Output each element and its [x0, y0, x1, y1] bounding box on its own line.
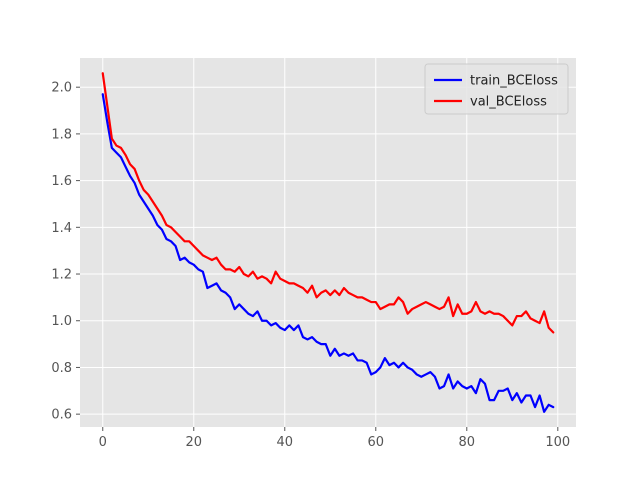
y-tick-label: 0.8	[51, 361, 72, 376]
legend-label: train_BCEloss	[470, 74, 558, 89]
series-lines	[101, 72, 555, 413]
plot-area	[80, 58, 576, 427]
x-axis-ticks: 0 20 40 60 80 100	[99, 427, 570, 450]
x-tick-label: 20	[185, 435, 202, 450]
legend: train_BCEloss val_BCEloss	[424, 63, 569, 115]
y-tick-label: 1.6	[51, 174, 72, 189]
y-tick-label: 1.2	[51, 268, 72, 283]
y-tick-label: 0.6	[51, 408, 72, 423]
x-tick-label: 0	[99, 435, 107, 450]
x-tick-label: 40	[276, 435, 293, 450]
x-tick-label: 80	[459, 435, 476, 450]
x-tick-label: 60	[368, 435, 385, 450]
legend-label: val_BCEloss	[470, 95, 547, 110]
series-line-val_BCEloss	[101, 72, 555, 334]
x-tick-label: 100	[545, 435, 570, 450]
y-tick-label: 1.8	[51, 127, 72, 142]
series-line-train_BCEloss	[101, 93, 555, 413]
grid-lines	[80, 58, 576, 427]
y-tick-label: 1.4	[51, 221, 72, 236]
y-tick-label: 1.0	[51, 314, 72, 329]
y-axis-ticks: 0.6 0.8 1.0 1.2 1.4 1.6 1.8 2.0	[51, 81, 80, 423]
y-tick-label: 2.0	[51, 81, 72, 96]
